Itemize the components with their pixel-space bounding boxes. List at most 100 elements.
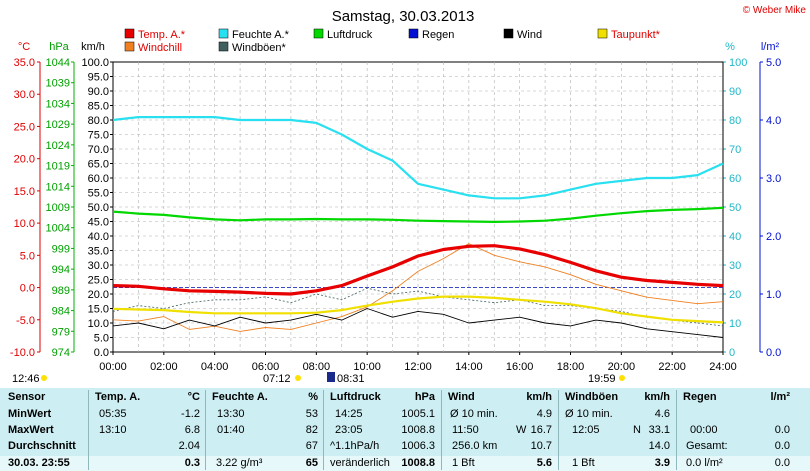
wind-unit-label: km/h — [81, 41, 105, 53]
wind-last-value: 5.6 — [536, 457, 552, 469]
series-line-3 — [112, 308, 724, 338]
legend-label: Taupunkt* — [611, 29, 661, 41]
avg-label: Durchschnitt — [8, 440, 76, 452]
time-tick-label: 00:00 — [99, 361, 127, 373]
wind-max-time: 11:50 — [452, 424, 479, 436]
temp-min-value: -1.2 — [181, 408, 200, 420]
sunset-icon — [619, 375, 625, 381]
astro-markers: 12:46 07:12 08:31 19:59 — [12, 372, 625, 385]
copyright-label: © Weber Mike — [743, 5, 807, 16]
pressure-last-value: 1008.8 — [401, 457, 435, 469]
wind-tick-label: 5.0 — [94, 333, 109, 345]
humidity-tick-label: 70 — [729, 144, 741, 156]
humidity-max-value: 82 — [305, 424, 318, 436]
rain-max-time: 00:00 — [690, 424, 718, 436]
humidity-tick-label: 10 — [729, 318, 741, 330]
series-line-0 — [112, 244, 724, 296]
sensor-header: Sensor — [8, 391, 46, 403]
time-tick-label: 22:00 — [658, 361, 686, 373]
temp-tick-label: 30.0 — [14, 89, 35, 101]
wind-max-direction: W — [516, 424, 527, 436]
temp-unit: °C — [187, 391, 200, 403]
time-tick-label: 20:00 — [608, 361, 636, 373]
wind-tick-label: 10.0 — [88, 318, 109, 330]
time-tick-label: 24:00 — [709, 361, 737, 373]
wind-unit: km/h — [526, 391, 552, 403]
pressure-tick-label: 1034 — [46, 98, 70, 110]
wind-tick-label: 70.0 — [88, 144, 109, 156]
chart-title: Samstag, 30.03.2013 — [332, 8, 475, 25]
plot-area — [112, 61, 724, 353]
humidity-max-time: 01:40 — [217, 424, 245, 436]
rain-tick-label: 4.0 — [766, 115, 781, 127]
wind-avg-label: Ø 10 min. — [450, 408, 498, 420]
wind-axis: 100.0 95.0 90.0 85.0 80.0 75.0 70.0 65.0 60.0 55.… — [81, 57, 113, 359]
temp-tick-label: -5.0 — [16, 315, 35, 327]
wind-tick-label: 20.0 — [88, 289, 109, 301]
pressure-max-value: 1008.8 — [401, 424, 435, 436]
time-tick-label: 10:00 — [353, 361, 381, 373]
temp-tick-label: 5.0 — [20, 250, 35, 262]
time-tick-label: 02:00 — [150, 361, 178, 373]
wind-tick-label: 90.0 — [88, 86, 109, 98]
series-line-6 — [112, 287, 724, 327]
wind-tick-label: 60.0 — [88, 173, 109, 185]
rain-last-label: 0.0 l/m² — [686, 457, 723, 469]
wind-tick-label: 25.0 — [88, 275, 109, 287]
humidity-tick-label: 20 — [729, 289, 741, 301]
wind-tick-label: 30.0 — [88, 260, 109, 272]
rain-tick-label: 3.0 — [766, 173, 781, 185]
legend-swatch — [218, 41, 229, 52]
time-tick-label: 04:00 — [201, 361, 229, 373]
legend-swatch — [218, 28, 229, 39]
humidity-avg-value: 67 — [305, 440, 318, 452]
pressure-tick-label: 994 — [52, 264, 70, 276]
wind-tick-label: 45.0 — [88, 217, 109, 229]
sunset-time: 19:59 — [588, 373, 616, 385]
series-group — [112, 115, 724, 338]
humidity-tick-label: 40 — [729, 231, 741, 243]
temp-column: Temp. A. °C 05:35 -1.2 13:10 6.8 2.04 0.3 — [95, 388, 202, 471]
temp-avg-value: 2.04 — [178, 440, 200, 452]
wind-tick-label: 0.0 — [94, 347, 109, 359]
humidity-min-time: 13:30 — [217, 408, 245, 420]
legend: Temp. A.* Feuchte A.* Luftdruck Regen Wind Ta… — [124, 28, 661, 54]
moonrise-icon — [327, 372, 335, 382]
legend-label: Regen — [422, 29, 454, 41]
wind-column: Wind km/h Ø 10 min. 4.9 11:50 W 16.7 256.0 k… — [448, 388, 554, 471]
temp-tick-label: 25.0 — [14, 121, 35, 133]
temp-max-time: 13:10 — [99, 424, 127, 436]
gusts-header: Windböen — [565, 391, 619, 403]
gusts-avg10-value: 4.6 — [654, 408, 670, 420]
rain-last-value: 0.0 — [774, 457, 790, 469]
sunrise-time: 07:12 — [263, 373, 291, 385]
pressure-tick-label: 1039 — [46, 78, 70, 90]
wind-avg-value: 10.7 — [530, 440, 552, 452]
humidity-tick-label: 90 — [729, 86, 741, 98]
pressure-tick-label: 1024 — [46, 140, 70, 152]
rain-tick-label: 0.0 — [766, 347, 781, 359]
gusts-last-value: 3.9 — [654, 457, 670, 469]
rain-tick-label: 5.0 — [766, 57, 781, 69]
temp-tick-label: 15.0 — [14, 186, 35, 198]
legend-swatch — [313, 28, 324, 39]
pressure-min-time: 14:25 — [335, 408, 363, 420]
pressure-column: Luftdruck hPa 14:25 1005.1 23:05 1008.8 ^1.… — [330, 388, 437, 471]
pressure-tick-label: 1019 — [46, 161, 70, 173]
sensor-column: Sensor MinWert MaxWert Durchschnitt 30.0… — [8, 388, 88, 471]
wind-tick-label: 95.0 — [88, 72, 109, 84]
pressure-min-value: 1005.1 — [401, 408, 435, 420]
rain-unit: l/m² — [770, 391, 790, 403]
humidity-tick-label: 80 — [729, 115, 741, 127]
moonset-time: 12:46 — [12, 373, 40, 385]
humidity-tick-label: 50 — [729, 202, 741, 214]
min-label: MinWert — [8, 408, 52, 420]
gusts-beaufort: 1 Bft — [572, 457, 595, 469]
rain-header: Regen — [683, 391, 717, 403]
humidity-tick-label: 60 — [729, 173, 741, 185]
pressure-tick-label: 1044 — [46, 57, 70, 69]
humidity-last-value: 65 — [305, 457, 318, 469]
wind-tick-label: 85.0 — [88, 101, 109, 113]
time-axis: 00:00 02:00 04:00 06:00 08:00 10:00 12:00 14:00… — [99, 352, 737, 373]
